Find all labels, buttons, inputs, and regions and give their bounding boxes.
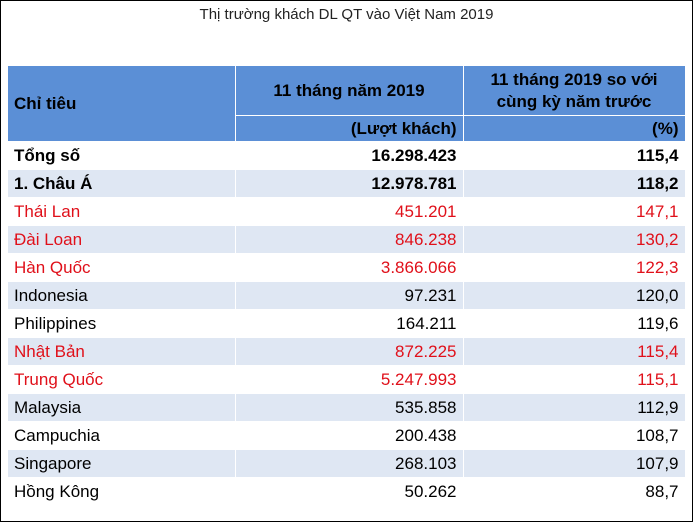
row-change: 115,1 [463, 365, 686, 394]
row-label: Thái Lan [8, 197, 236, 226]
row-label: 1. Châu Á [8, 169, 236, 198]
row-change: 120,0 [463, 281, 686, 310]
row-change: 119,6 [463, 309, 686, 338]
row-change: 112,9 [463, 393, 686, 422]
header-change: 11 tháng 2019 so với cùng kỳ năm trước [463, 66, 686, 116]
visitor-stats-table: Chỉ tiêu 11 tháng năm 2019 11 tháng 2019… [8, 66, 686, 506]
row-visitors: 5.247.993 [235, 365, 464, 394]
row-visitors: 535.858 [235, 393, 464, 422]
row-visitors: 50.262 [235, 477, 464, 506]
row-label: Tổng số [8, 141, 236, 170]
row-label: Nhật Bản [8, 337, 236, 366]
row-visitors: 3.866.066 [235, 253, 464, 282]
row-change: 122,3 [463, 253, 686, 282]
table-row: Nhật Bản 872.225 115,4 [8, 337, 686, 366]
table-row: Campuchia 200.438 108,7 [8, 421, 686, 450]
row-change: 88,7 [463, 477, 686, 506]
header-indicator: Chỉ tiêu [8, 66, 236, 142]
row-visitors: 846.238 [235, 225, 464, 254]
row-change: 107,9 [463, 449, 686, 478]
row-label: Singapore [8, 449, 236, 478]
table-row: Indonesia 97.231 120,0 [8, 281, 686, 310]
table-row: Thái Lan 451.201 147,1 [8, 197, 686, 226]
table-row: Malaysia 535.858 112,9 [8, 393, 686, 422]
table-row: Đài Loan 846.238 130,2 [8, 225, 686, 254]
header-visitors-unit: (Lượt khách) [235, 115, 464, 142]
row-visitors: 97.231 [235, 281, 464, 310]
row-visitors: 16.298.423 [235, 141, 464, 170]
row-change: 147,1 [463, 197, 686, 226]
row-visitors: 200.438 [235, 421, 464, 450]
row-visitors: 451.201 [235, 197, 464, 226]
table-row: Philippines 164.211 119,6 [8, 309, 686, 338]
table-row: Trung Quốc 5.247.993 115,1 [8, 365, 686, 394]
table-row: Tổng số 16.298.423 115,4 [8, 141, 686, 170]
row-change: 108,7 [463, 421, 686, 450]
row-visitors: 164.211 [235, 309, 464, 338]
page-title: Thị trường khách DL QT vào Việt Nam 2019 [199, 6, 494, 23]
row-label: Đài Loan [8, 225, 236, 254]
table-row: 1. Châu Á 12.978.781 118,2 [8, 169, 686, 198]
row-label: Malaysia [8, 393, 236, 422]
row-label: Campuchia [8, 421, 236, 450]
row-label: Philippines [8, 309, 236, 338]
row-change: 115,4 [463, 337, 686, 366]
row-label: Hồng Kông [8, 477, 236, 506]
row-visitors: 12.978.781 [235, 169, 464, 198]
row-visitors: 872.225 [235, 337, 464, 366]
row-change: 130,2 [463, 225, 686, 254]
header-visitors: 11 tháng năm 2019 [235, 66, 464, 116]
row-label: Trung Quốc [8, 365, 236, 394]
row-visitors: 268.103 [235, 449, 464, 478]
header-change-line2: cùng kỳ năm trước [496, 91, 652, 111]
table-row: Hàn Quốc 3.866.066 122,3 [8, 253, 686, 282]
row-label: Indonesia [8, 281, 236, 310]
table-row: Singapore 268.103 107,9 [8, 449, 686, 478]
header-change-line1: 11 tháng 2019 so với [490, 69, 658, 89]
row-change: 118,2 [463, 169, 686, 198]
row-label: Hàn Quốc [8, 253, 236, 282]
table-row: Hồng Kông 50.262 88,7 [8, 477, 686, 506]
row-change: 115,4 [463, 141, 686, 170]
header-change-unit: (%) [463, 115, 686, 142]
